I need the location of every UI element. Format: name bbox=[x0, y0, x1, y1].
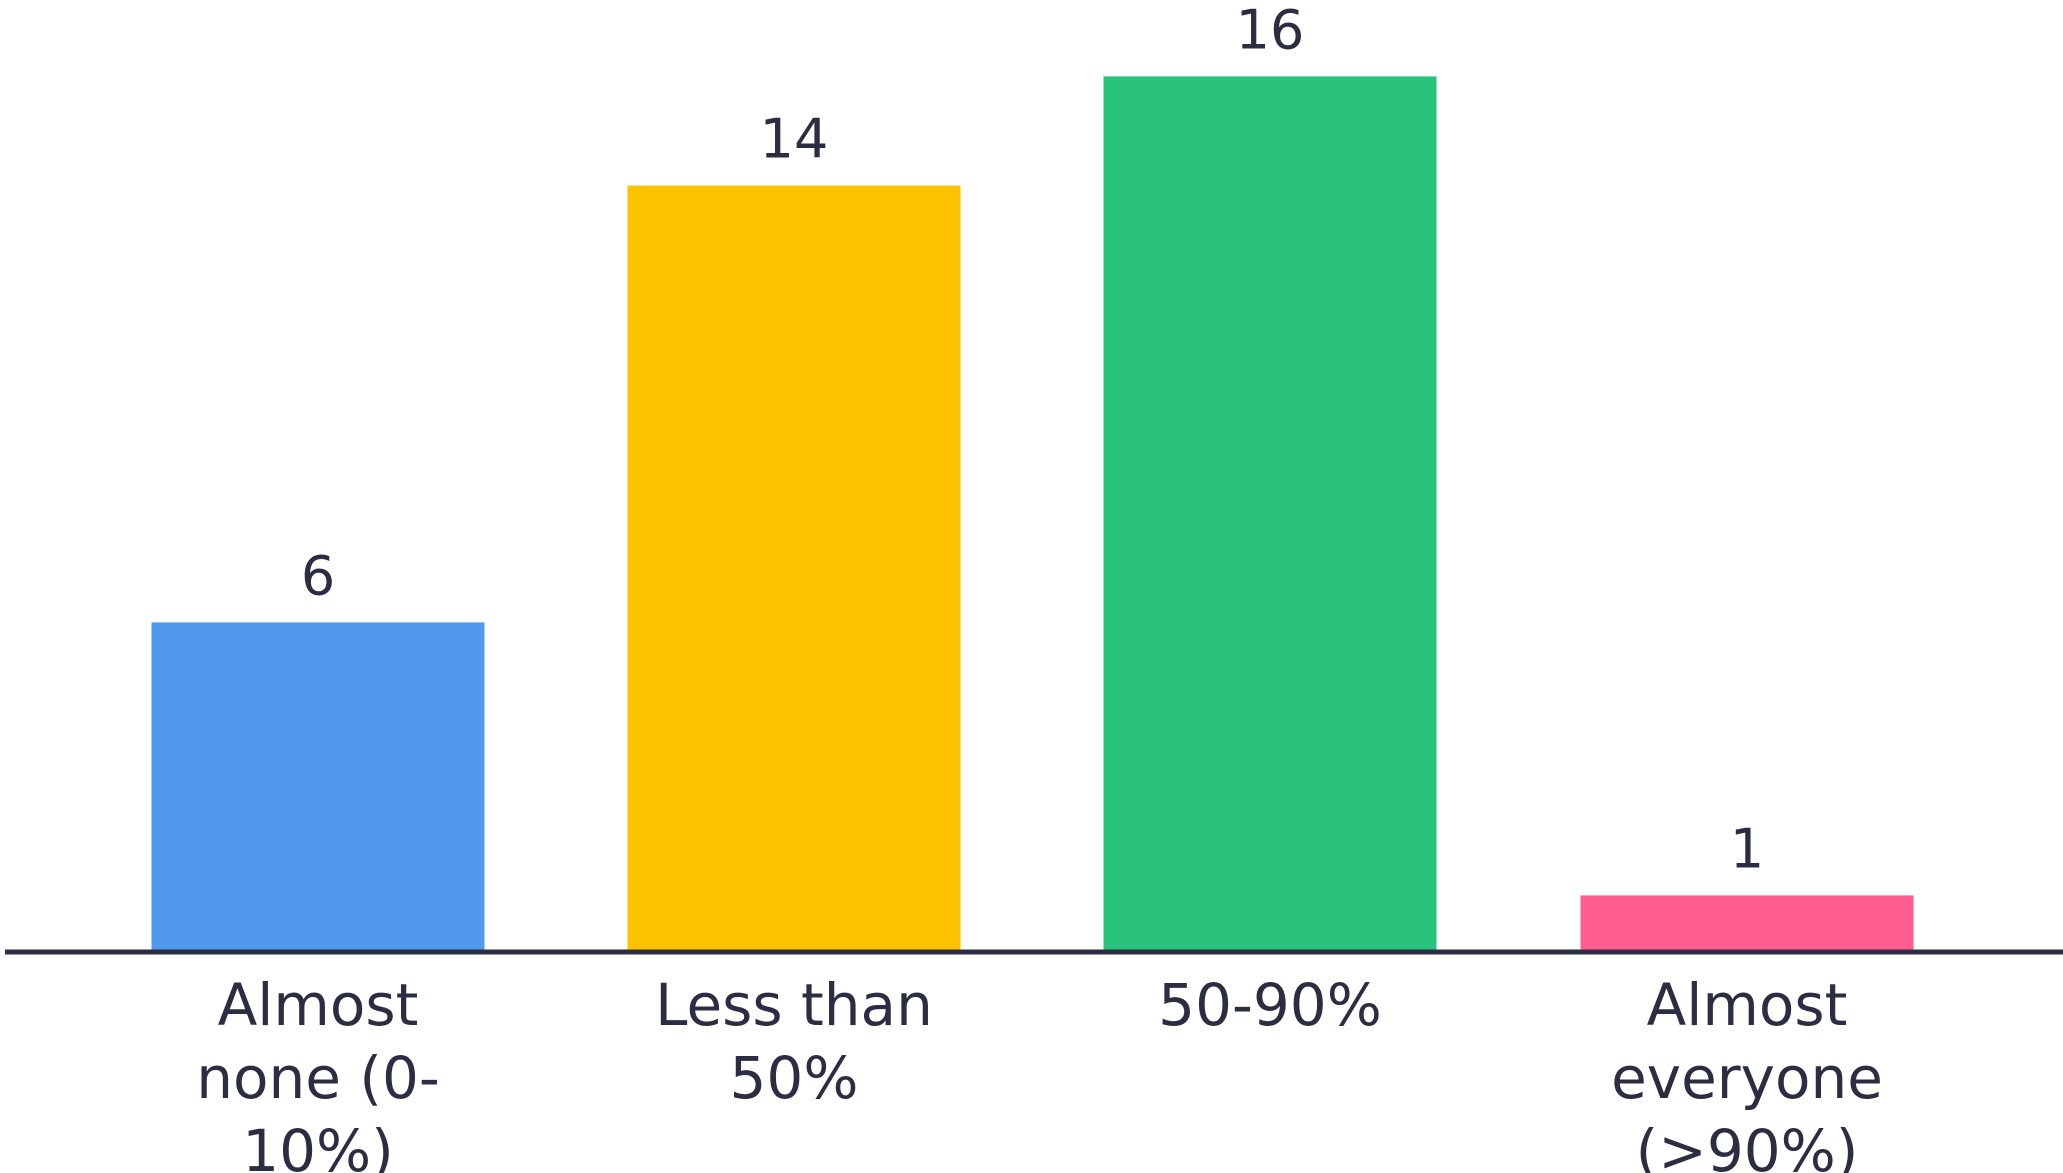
category-label-line: 50% bbox=[730, 1044, 859, 1112]
bar bbox=[151, 622, 485, 950]
bar-value-label: 6 bbox=[301, 544, 335, 607]
category-label-line: (>90%) bbox=[1636, 1117, 1859, 1173]
category-label-line: 10%) bbox=[242, 1117, 394, 1173]
category-label: Almost everyone (>90%) bbox=[1611, 971, 1883, 1173]
category-label: 50-90% bbox=[1158, 971, 1382, 1039]
bar bbox=[1580, 895, 1914, 950]
bar-value-label: 1 bbox=[1730, 817, 1764, 880]
bar-value-label: 14 bbox=[760, 108, 829, 171]
category-label: Less than 50% bbox=[655, 971, 933, 1112]
category-label-line: 50-90% bbox=[1158, 971, 1382, 1039]
category-label-line: Less than bbox=[655, 971, 933, 1039]
bar bbox=[627, 185, 961, 951]
bar-value-label: 16 bbox=[1236, 0, 1305, 61]
bar bbox=[1103, 76, 1437, 950]
bars-group bbox=[151, 76, 1914, 951]
category-label-line: Almost bbox=[218, 971, 419, 1039]
category-labels-group: Almost none (0-10%)Less than 50%50-90% Almo… bbox=[196, 971, 1883, 1173]
value-labels-group: 6 14 16 1 bbox=[301, 0, 1764, 880]
category-label-line: none (0- bbox=[196, 1044, 440, 1112]
category-label-line: everyone bbox=[1611, 1044, 1883, 1112]
category-label-line: Almost bbox=[1647, 971, 1848, 1039]
category-label: Almost none (0-10%) bbox=[196, 971, 440, 1173]
